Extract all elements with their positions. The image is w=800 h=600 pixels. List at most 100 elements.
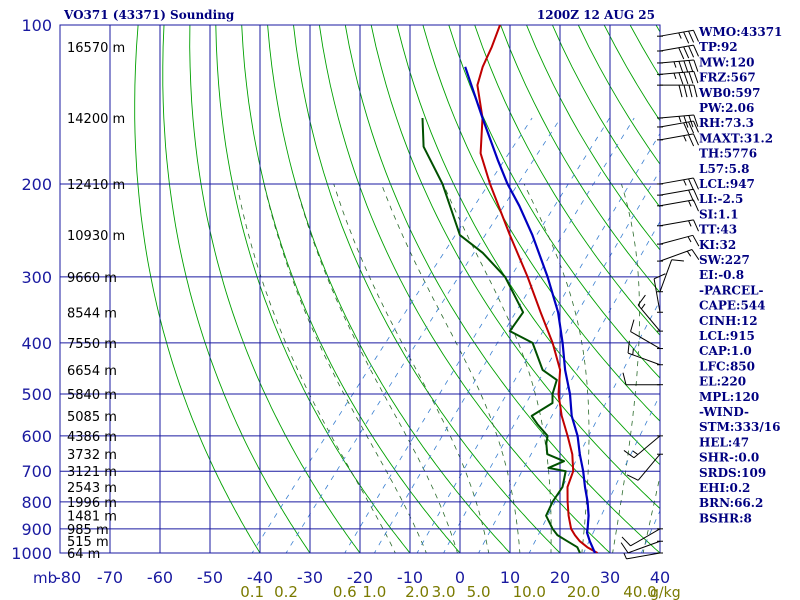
temperature-tick-label: -40 bbox=[247, 568, 273, 587]
moist-adiabat-line bbox=[642, 474, 660, 553]
mixing-ratio-label: 10.0 bbox=[513, 583, 546, 600]
pressure-tick-label: 900 bbox=[21, 520, 52, 539]
wind-barb-flag bbox=[688, 189, 695, 202]
height-label: 14200 m bbox=[67, 112, 125, 127]
height-label: 3121 m bbox=[67, 465, 117, 480]
wind-barb-flag bbox=[688, 60, 694, 73]
height-label: 10930 m bbox=[67, 229, 125, 244]
temperature-tick-label: -70 bbox=[97, 568, 123, 587]
wind-barb-flag bbox=[688, 121, 695, 134]
wind-barb bbox=[623, 435, 663, 459]
pressure-tick-label: 600 bbox=[21, 427, 52, 446]
temperature-tick-label: -50 bbox=[197, 568, 223, 587]
wind-barb-shaft bbox=[637, 453, 661, 481]
station-title: VO371 (43371) Sounding bbox=[63, 8, 235, 22]
pressure-tick-label: 400 bbox=[21, 334, 52, 353]
index-text: MPL:120 bbox=[699, 390, 759, 404]
wind-barb-shaft bbox=[659, 70, 694, 75]
wind-barb bbox=[657, 133, 699, 147]
wind-barb-half-flag bbox=[640, 303, 646, 310]
wind-barb-shaft bbox=[627, 540, 661, 554]
wind-barb-flag bbox=[627, 340, 630, 354]
index-text: EL:220 bbox=[699, 375, 746, 389]
wind-barb-half-flag bbox=[673, 72, 677, 80]
height-label: 6654 m bbox=[67, 364, 117, 379]
wind-barb-flag bbox=[678, 72, 684, 85]
dry-adiabat-line bbox=[134, 25, 261, 553]
wind-barb-flag bbox=[693, 114, 699, 127]
wind-barb-half-flag bbox=[686, 250, 692, 257]
wind-barbs bbox=[620, 29, 700, 560]
moist-adiabat-line bbox=[612, 183, 640, 553]
wind-barb-flag bbox=[693, 199, 699, 212]
index-text: EI:-0.8 bbox=[699, 268, 744, 282]
index-text: BRN:66.2 bbox=[699, 496, 763, 510]
pressure-tick-label: 700 bbox=[21, 462, 52, 481]
wind-barb-flag bbox=[693, 177, 699, 190]
wind-barb-flag bbox=[623, 450, 635, 459]
wind-barb-shaft bbox=[659, 249, 693, 262]
height-label: 7550 m bbox=[67, 337, 117, 352]
wind-barb-half-flag bbox=[678, 32, 682, 39]
index-text: SHR-:0.0 bbox=[699, 451, 759, 465]
index-text: FRZ:567 bbox=[699, 71, 756, 85]
wind-barb bbox=[657, 70, 699, 85]
plot-grid bbox=[59, 24, 661, 554]
wind-barb bbox=[657, 44, 699, 60]
wind-barb-shaft bbox=[659, 177, 694, 185]
moist-adiabat-line bbox=[381, 183, 521, 553]
wind-barb-flag bbox=[693, 44, 699, 57]
wind-barb bbox=[657, 219, 699, 232]
wind-barb-half-flag bbox=[632, 348, 634, 355]
wind-barb-shaft bbox=[659, 29, 694, 37]
temperature-tick-label: 20 bbox=[550, 568, 570, 587]
index-text: HEL:47 bbox=[699, 435, 749, 449]
index-text: MAXT:31.2 bbox=[699, 131, 773, 145]
height-label: 1481 m bbox=[67, 510, 117, 525]
wind-barb-half-flag bbox=[632, 450, 639, 455]
index-text: SW:227 bbox=[699, 253, 750, 267]
parcel-line bbox=[464, 66, 597, 553]
index-text: SRDS:109 bbox=[699, 466, 766, 480]
dry-adiabat-line bbox=[448, 25, 660, 379]
wind-barb-shaft bbox=[659, 59, 694, 64]
wind-barb-shaft bbox=[659, 133, 694, 141]
dry-adiabat-line bbox=[500, 25, 660, 294]
wind-barb bbox=[657, 259, 684, 293]
height-label: 4386 m bbox=[67, 430, 117, 445]
pressure-tick-label: 500 bbox=[21, 385, 52, 404]
wind-barb bbox=[657, 177, 699, 191]
pressure-tick-label: 1000 bbox=[11, 544, 52, 563]
wind-barb-flag bbox=[693, 133, 699, 146]
height-label: 9660 m bbox=[67, 271, 117, 286]
wind-barb-half-flag bbox=[678, 116, 682, 123]
mixing-ratio-label: 0.2 bbox=[274, 583, 298, 600]
height-labels: 16570 m 14200 m 12410 m 10930 m 9660 m 8544 m… bbox=[67, 41, 125, 562]
wind-barb-flag bbox=[688, 85, 693, 98]
height-label: 16570 m bbox=[67, 41, 125, 56]
wind-barb-half-flag bbox=[688, 200, 692, 207]
mixing-ratio-label: 0.6 bbox=[333, 583, 357, 600]
mixing-ratio-label: 40.0 bbox=[623, 583, 656, 600]
wind-barb-flag bbox=[621, 536, 631, 547]
index-text: CAP:1.0 bbox=[699, 344, 752, 358]
wind-barb bbox=[657, 120, 699, 135]
mixing-ratio-label: 5.0 bbox=[467, 583, 491, 600]
wind-barb-shaft bbox=[659, 188, 694, 196]
index-text: LI:-2.5 bbox=[699, 192, 743, 206]
wind-barb bbox=[627, 340, 663, 366]
wind-barb-flag bbox=[688, 71, 694, 84]
index-text: LCL:915 bbox=[699, 329, 755, 343]
wind-barb-shaft bbox=[659, 234, 693, 245]
height-label: 515 m bbox=[67, 535, 109, 550]
wind-barb-flag bbox=[626, 474, 639, 481]
index-text: WB0:597 bbox=[698, 86, 760, 100]
wind-barb-shaft bbox=[659, 114, 694, 119]
wind-barb-shaft bbox=[659, 199, 694, 207]
moist-adiabat-line bbox=[263, 183, 427, 553]
dry-adiabat-line bbox=[293, 25, 561, 553]
